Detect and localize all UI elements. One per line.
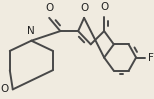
Text: O: O (1, 84, 9, 94)
Text: N: N (27, 26, 35, 36)
Text: O: O (80, 3, 88, 13)
Text: O: O (100, 2, 108, 12)
Text: F: F (148, 53, 154, 63)
Text: O: O (45, 3, 53, 13)
